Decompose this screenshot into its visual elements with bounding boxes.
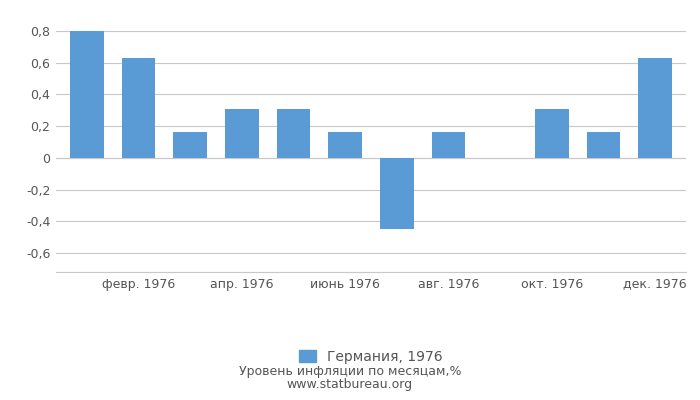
Bar bbox=[638, 58, 672, 158]
Bar bbox=[535, 109, 568, 158]
Bar bbox=[70, 31, 104, 158]
Text: Уровень инфляции по месяцам,%: Уровень инфляции по месяцам,% bbox=[239, 365, 461, 378]
Bar bbox=[587, 132, 620, 158]
Text: www.statbureau.org: www.statbureau.org bbox=[287, 378, 413, 391]
Bar bbox=[174, 132, 207, 158]
Bar bbox=[432, 132, 466, 158]
Bar bbox=[225, 109, 259, 158]
Bar bbox=[328, 132, 362, 158]
Bar bbox=[380, 158, 414, 229]
Bar bbox=[276, 109, 310, 158]
Bar bbox=[122, 58, 155, 158]
Legend: Германия, 1976: Германия, 1976 bbox=[300, 350, 442, 364]
